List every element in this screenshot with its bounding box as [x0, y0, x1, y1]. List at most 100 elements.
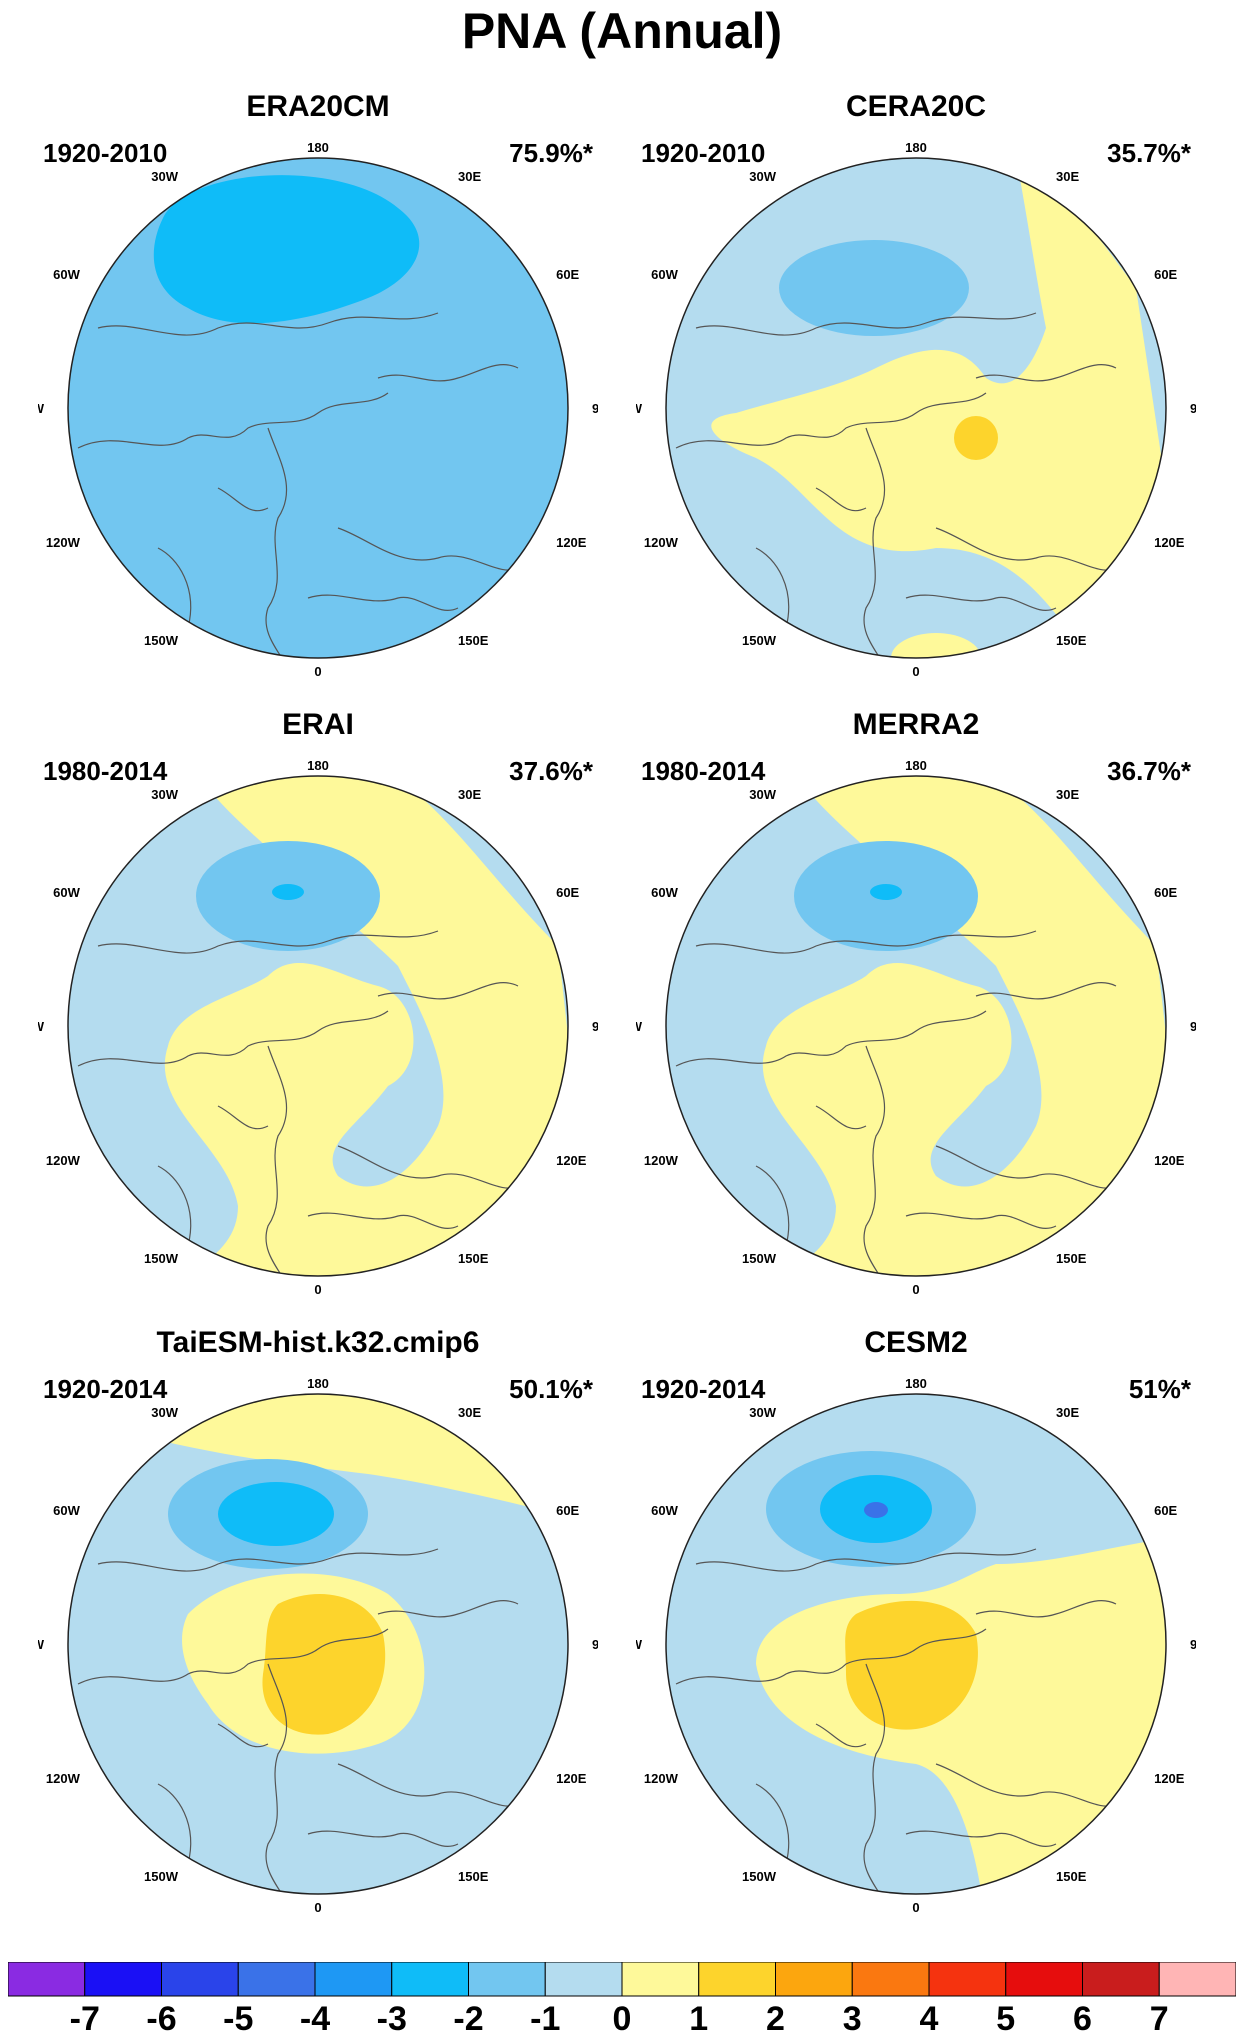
coastline [863, 1663, 897, 1894]
longitude-label: 120E [556, 535, 587, 550]
polar-map: 180 0 150W 150E 120W 120E 90W 90E 60W 60E 30W 30E [38, 1376, 598, 1915]
positive-core [954, 416, 998, 460]
longitude-label: 150E [458, 1251, 489, 1266]
longitude-label: 90E [1190, 1019, 1196, 1034]
longitude-label: 30W [749, 169, 776, 184]
polar-map: 180 0 150W 150E 120W 120E 90W 90E 60W 60E 30W 30E [38, 140, 598, 679]
longitude-label: 90W [636, 401, 643, 416]
negative-anomaly [779, 240, 969, 336]
longitude-label: 30E [1056, 787, 1079, 802]
colorbar-tick-label: -2 [453, 2000, 484, 2038]
colorbar-swatch [851, 1962, 930, 1997]
variance-percent: 35.7%* [1107, 138, 1191, 168]
coastline [265, 1663, 299, 1894]
coastline [975, 1600, 1117, 1618]
colorbar-swatch [391, 1962, 469, 1997]
polar-map: 180 0 150W 150E 120W 120E 90W 90E 60W 60E 30W 30E [38, 758, 598, 1297]
longitude-label: 120W [46, 1771, 81, 1786]
map-panel: ERAI 1980-2014 37.6%* 180 0 150W 150E 120W 120E 9… [38, 708, 598, 1308]
panel-title: CESM2 [864, 1326, 968, 1359]
longitude-label: 90W [38, 1637, 45, 1652]
map-boundary [67, 775, 569, 1277]
main-title: PNA (Annual) [461, 3, 783, 59]
coastline [935, 1763, 1117, 1807]
colorbar-swatch [698, 1962, 776, 1997]
coastline [97, 1548, 439, 1572]
longitude-label: 30E [458, 787, 481, 802]
longitude-label: 90W [38, 401, 45, 416]
map-boundary [665, 1393, 1167, 1895]
longitude-label: 60W [53, 885, 80, 900]
longitude-label: 120E [556, 1771, 587, 1786]
coastline [815, 1723, 867, 1748]
coastline [377, 364, 519, 382]
longitude-label: 150W [742, 1251, 777, 1266]
colorbar-swatch [237, 1962, 316, 1997]
colorbar-tick-label: -6 [146, 2000, 177, 2038]
coastline [695, 930, 1037, 954]
longitude-label: 120W [46, 1153, 81, 1168]
coastline [265, 1045, 299, 1276]
longitude-label: 30W [151, 1405, 178, 1420]
colorbar-swatch [1158, 1962, 1236, 1997]
variance-percent: 75.9%* [509, 138, 593, 168]
polar-map: 180 0 150W 150E 120W 120E 90W 90E 60W 60E 30W 30E [636, 758, 1196, 1297]
map-panel: TaiESM-hist.k32.cmip6 1920-2014 50.1%* 180 0… [38, 1326, 598, 1926]
longitude-label: 90E [1190, 401, 1196, 416]
negative-core [218, 1482, 334, 1546]
colorbar-tick-label: -1 [530, 2000, 561, 2038]
variance-percent: 37.6%* [509, 756, 593, 786]
colorbar-swatch [8, 1962, 86, 1997]
coastline [675, 1628, 987, 1685]
longitude-label: 60E [1154, 267, 1177, 282]
colorbar-swatch [314, 1962, 393, 1997]
longitude-label: 30W [749, 787, 776, 802]
period-label: 1920-2014 [43, 1374, 168, 1404]
period-label: 1980-2014 [43, 756, 168, 786]
colorbar-swatch [928, 1962, 1007, 1997]
colorbar-swatch [161, 1962, 239, 1997]
coastline [675, 392, 987, 449]
longitude-label: 150W [742, 1869, 777, 1884]
longitude-label: 180 [905, 1376, 927, 1391]
longitude-label: 150E [1056, 1869, 1087, 1884]
variance-percent: 50.1%* [509, 1374, 593, 1404]
coastline [935, 527, 1117, 571]
period-label: 1920-2010 [641, 138, 766, 168]
longitude-label: 90E [592, 401, 598, 416]
colorbar-tick-label: -3 [376, 2000, 407, 2038]
longitude-label: 150W [742, 633, 777, 648]
coastline [755, 1783, 790, 1865]
longitude-label: 90W [636, 1637, 643, 1652]
colorbar-swatch [1082, 1962, 1160, 1997]
longitude-label: 0 [314, 1282, 321, 1297]
colorbar-tick-label: -5 [223, 2000, 254, 2038]
longitude-label: 150W [144, 1869, 179, 1884]
longitude-label: 90E [1190, 1637, 1196, 1652]
longitude-label: 0 [912, 1900, 919, 1915]
map-panel: CERA20C 1920-2010 35.7%* 180 0 150W 150E 120W 12… [636, 90, 1196, 690]
map-boundary [665, 157, 1167, 659]
colorbar-tick-label: -4 [299, 2000, 331, 2038]
longitude-label: 30W [151, 787, 178, 802]
colorbar-tick-label: 4 [919, 2000, 939, 2038]
coastline [975, 982, 1117, 1000]
longitude-label: 60E [1154, 1503, 1177, 1518]
colorbar-tick-label: 5 [996, 2000, 1016, 2038]
longitude-label: 60E [1154, 885, 1177, 900]
coastline [97, 930, 439, 954]
longitude-label: 30W [151, 169, 178, 184]
coastline [377, 982, 519, 1000]
coastline [755, 1165, 790, 1247]
coastline [307, 1830, 459, 1847]
coastline [157, 1165, 192, 1247]
longitude-label: 150W [144, 1251, 179, 1266]
positive-anomaly [711, 158, 1166, 658]
colorbar-swatch [84, 1962, 162, 1997]
coastline [307, 594, 459, 611]
longitude-label: 150E [1056, 633, 1087, 648]
colorbar [8, 1962, 1236, 1997]
map-boundary [67, 1393, 569, 1895]
colorbar-tick-label: -7 [69, 2000, 100, 2038]
longitude-label: 150E [458, 1869, 489, 1884]
